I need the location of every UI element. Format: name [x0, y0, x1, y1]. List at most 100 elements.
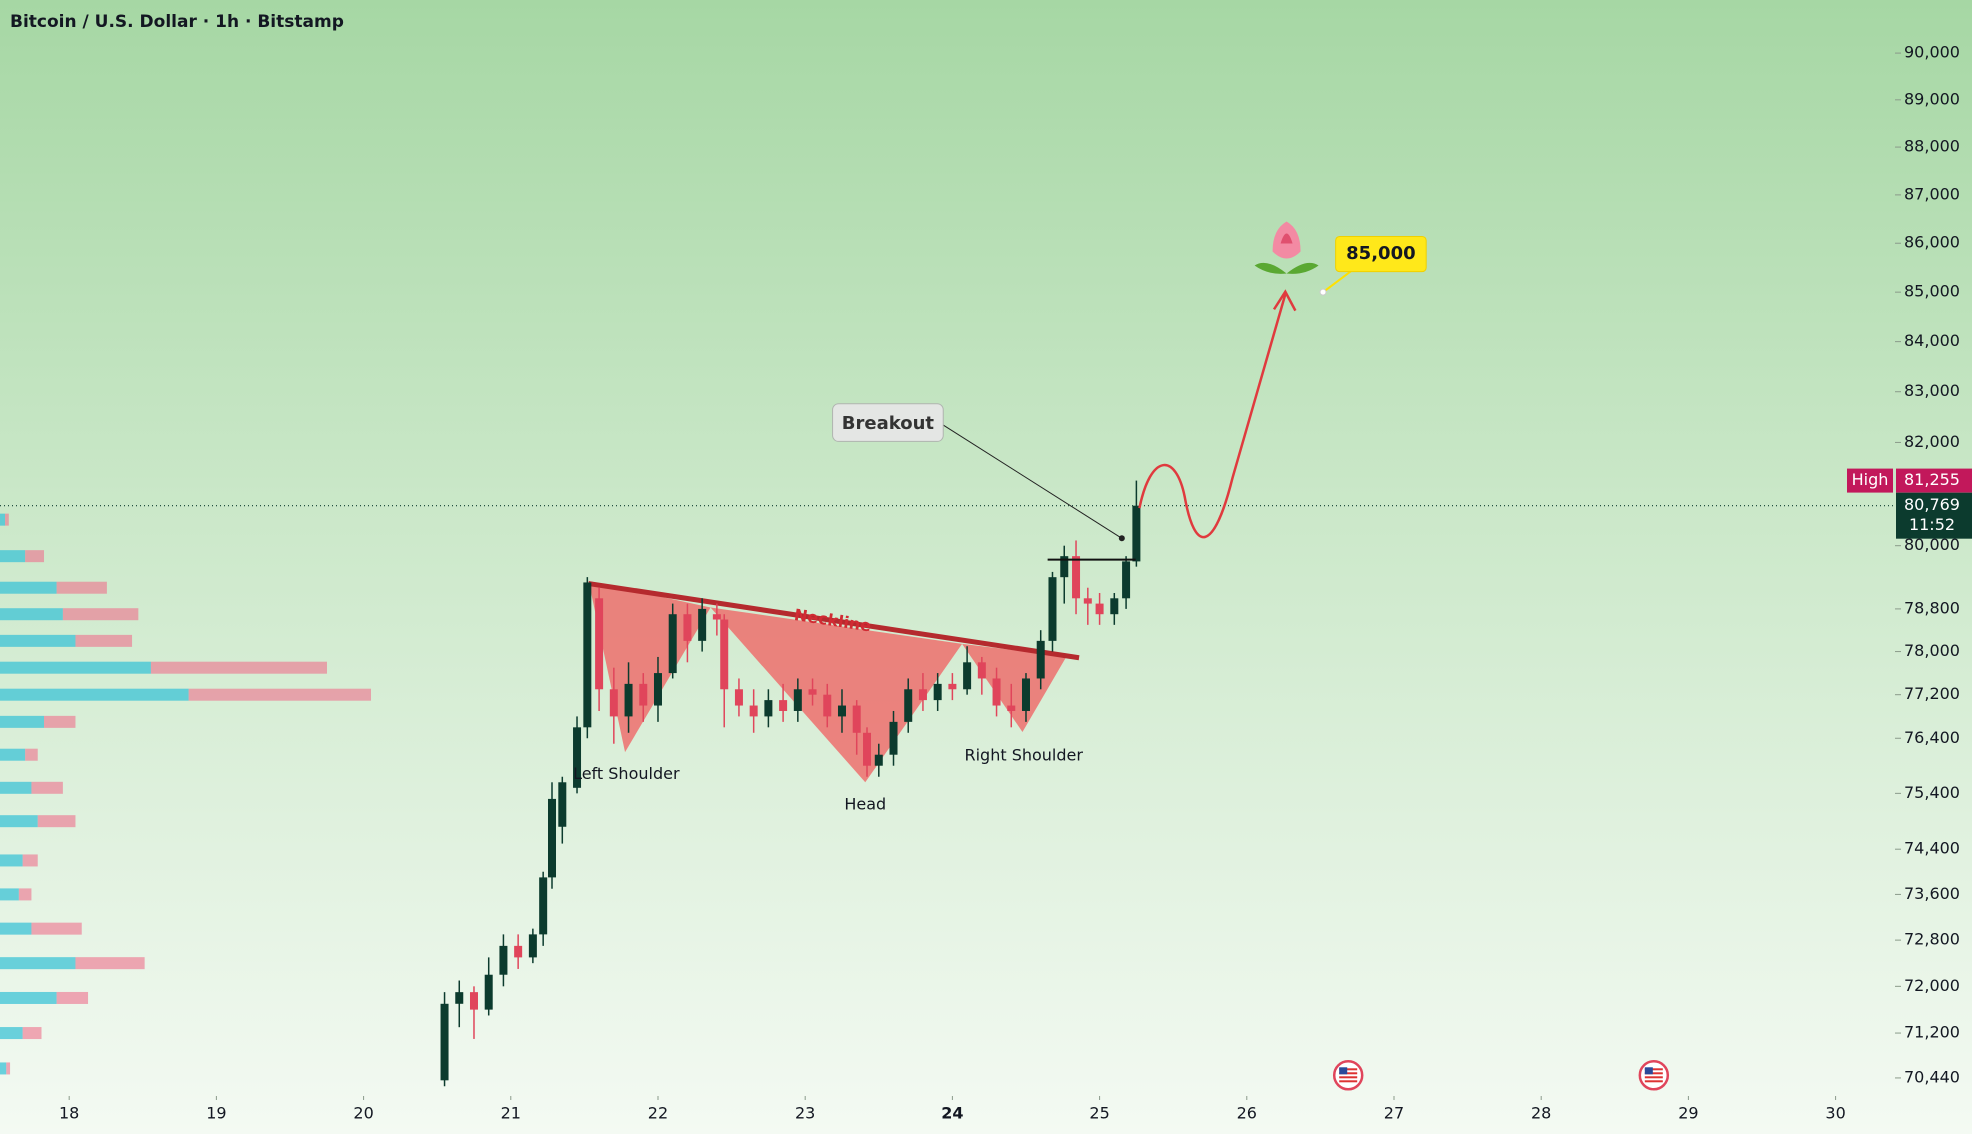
candle-body — [469, 992, 478, 1010]
candle-body — [918, 689, 927, 701]
candle-body — [698, 608, 707, 641]
y-tick-label: 80,000 — [1904, 535, 1960, 554]
y-tick-label: 74,400 — [1904, 839, 1960, 858]
last-price-label: 80,769 — [1904, 495, 1960, 514]
volume-buy — [0, 1062, 7, 1075]
countdown: 11:52 — [1909, 515, 1955, 534]
high-name-box — [1847, 468, 1893, 493]
x-tick-label: 27 — [1384, 1104, 1404, 1123]
candle-body — [1072, 556, 1081, 599]
volume-buy — [0, 815, 38, 828]
candle-body — [963, 662, 972, 690]
volume-sell — [31, 781, 63, 794]
x-tick-label: 25 — [1089, 1104, 1109, 1123]
candle-body — [779, 700, 788, 711]
candle-body — [1048, 577, 1057, 641]
y-tick-label: 86,000 — [1904, 233, 1960, 252]
volume-sell — [6, 1062, 11, 1075]
y-tick-label: 77,200 — [1904, 684, 1960, 703]
x-tick-label: 23 — [795, 1104, 815, 1123]
volume-sell — [56, 991, 89, 1004]
flag-stripe — [1339, 1076, 1358, 1079]
candle-body — [683, 614, 692, 641]
x-tick-label: 19 — [206, 1104, 226, 1123]
volume-sell — [75, 634, 133, 647]
volume-buy — [0, 748, 26, 761]
y-tick-label: 76,400 — [1904, 728, 1960, 747]
y-tick-label: 85,000 — [1904, 282, 1960, 301]
candle-body — [528, 934, 537, 958]
candle-body — [653, 673, 662, 706]
candle-body — [874, 754, 883, 766]
target-label: 85,000 — [1346, 243, 1415, 264]
candle-body — [583, 582, 592, 728]
volume-buy — [0, 888, 19, 901]
pattern-shape — [710, 607, 963, 783]
candle-body — [977, 662, 986, 679]
flag-canton — [1339, 1067, 1348, 1075]
flag-stripe — [1644, 1080, 1663, 1083]
candle-body — [823, 694, 832, 717]
candle-body — [1110, 598, 1119, 615]
candle-body — [595, 598, 604, 690]
y-tick-label: 84,000 — [1904, 331, 1960, 350]
pattern-label: Left Shoulder — [573, 764, 680, 783]
x-tick-label: 30 — [1825, 1104, 1845, 1123]
callout-line — [942, 424, 1123, 539]
candle-body — [904, 689, 913, 722]
last-price-box — [1896, 492, 1972, 539]
candle-body — [1122, 561, 1131, 599]
callout-text: Breakout — [842, 413, 935, 434]
volume-sell — [62, 608, 139, 621]
candle-body — [514, 945, 523, 958]
candle-body — [558, 782, 567, 827]
volume-sell — [18, 888, 32, 901]
candle-body — [1036, 640, 1045, 679]
event-flag — [1332, 1060, 1364, 1091]
flag-stripe — [1644, 1068, 1663, 1071]
y-tick-label: 82,000 — [1904, 432, 1960, 451]
target-connector — [1322, 269, 1353, 293]
volume-buy — [0, 550, 26, 563]
volume-sell — [75, 957, 145, 970]
event-flag — [1638, 1060, 1670, 1091]
volume-buy — [0, 1027, 23, 1040]
x-tick-label: 26 — [1237, 1104, 1257, 1123]
volume-buy — [0, 715, 45, 728]
candle-body — [749, 705, 758, 717]
y-tick-label: 88,000 — [1904, 137, 1960, 156]
leaf — [1286, 262, 1319, 274]
candle-body — [720, 619, 729, 690]
y-tick-label: 78,800 — [1904, 598, 1960, 617]
candle-body — [1132, 505, 1141, 562]
x-tick-label: 21 — [501, 1104, 521, 1123]
candle-body — [808, 689, 817, 695]
candle-body — [712, 614, 721, 620]
neckline — [588, 581, 1080, 661]
x-tick-label: 29 — [1678, 1104, 1698, 1123]
candle-body — [1021, 678, 1030, 711]
volume-buy — [0, 781, 32, 794]
pattern-shape — [588, 581, 711, 753]
x-tick-label: 20 — [353, 1104, 373, 1123]
candle-body — [539, 877, 548, 935]
y-tick-label: 87,000 — [1904, 184, 1960, 203]
volume-sell — [44, 715, 76, 728]
flag-stripe — [1339, 1080, 1358, 1083]
candle-body — [668, 614, 677, 674]
flag-stripe — [1339, 1068, 1358, 1071]
candle-body — [548, 798, 557, 878]
leaf — [1254, 262, 1287, 274]
volume-sell — [31, 922, 82, 935]
volume-sell — [22, 854, 38, 867]
candle-body — [609, 689, 618, 717]
y-tick-label: 83,000 — [1904, 381, 1960, 400]
y-tick-label: 72,800 — [1904, 930, 1960, 949]
volume-buy — [0, 991, 57, 1004]
x-tick-label: 24 — [941, 1104, 963, 1123]
volume-sell — [56, 581, 107, 594]
candle-body — [992, 678, 1001, 706]
